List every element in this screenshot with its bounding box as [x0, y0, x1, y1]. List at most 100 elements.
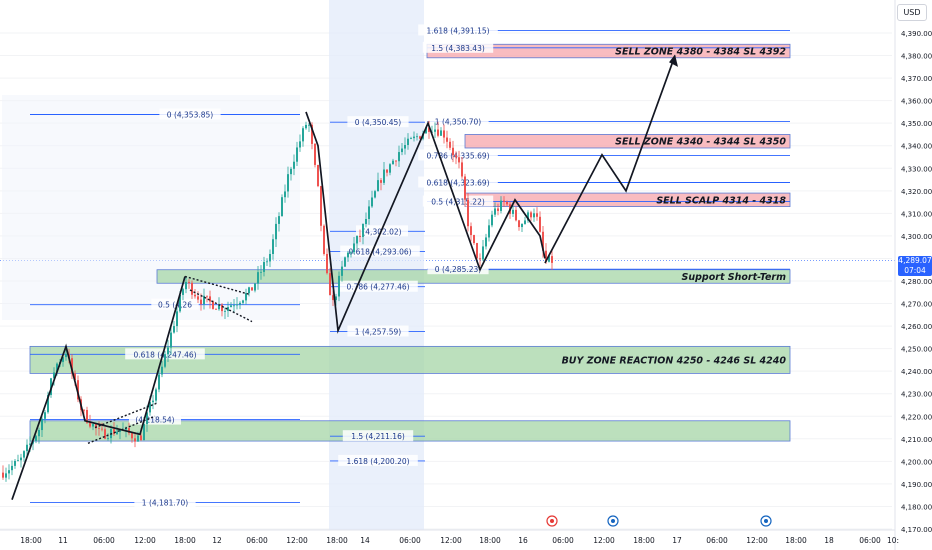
- currency-button[interactable]: USD: [897, 4, 927, 21]
- zone-label-4: Support Short-Term: [682, 272, 787, 283]
- candle-body: [290, 168, 292, 175]
- candle-body: [47, 394, 49, 413]
- candle-body: [44, 412, 46, 419]
- x-tick-label-6: 12: [212, 536, 222, 545]
- candle-body: [89, 422, 91, 427]
- projection-arrowhead: [669, 54, 678, 67]
- candle-body: [407, 138, 409, 146]
- x-tick-label-19: 06:00: [706, 536, 728, 545]
- candle-body: [380, 180, 382, 183]
- candle-body: [401, 148, 403, 153]
- candle-body: [524, 220, 526, 224]
- candle-body: [368, 206, 370, 219]
- candle-body: [386, 169, 388, 173]
- candle-body: [35, 436, 37, 441]
- candle-body: [29, 443, 31, 445]
- candle-body: [416, 136, 418, 138]
- candle-body: [266, 261, 268, 263]
- candle-body: [500, 200, 502, 211]
- candle-body: [209, 296, 211, 302]
- candle-body: [149, 402, 151, 413]
- candle-body: [245, 293, 247, 301]
- zone-labels: SELL ZONE 4380 - 4384 SL 4392 SELL ZONE 4…: [562, 47, 787, 367]
- candle-body: [146, 412, 148, 425]
- candle-body: [365, 218, 367, 225]
- candle-body: [320, 186, 322, 226]
- candle-body: [167, 347, 169, 355]
- candle-body: [308, 124, 310, 126]
- candle-body: [62, 357, 64, 362]
- candle-body: [344, 257, 346, 267]
- time-axis[interactable]: 18:00 11 06:00 12:00 18:00 12 06:00 12:00 18:00 1…: [0, 529, 899, 545]
- candle-body: [128, 427, 130, 434]
- candle-body: [443, 130, 445, 138]
- fib-label-12: 1.618 (4,200.20): [346, 457, 409, 466]
- candle-body: [77, 380, 79, 400]
- candle-body: [257, 272, 259, 284]
- candle-body: [428, 127, 430, 132]
- fib-label-bg: [422, 41, 494, 53]
- candle-body: [335, 296, 337, 301]
- candle-body: [506, 201, 508, 205]
- x-tick-label-4: 12:00: [134, 536, 156, 545]
- y-tick-label-10: 4,300.00: [901, 233, 932, 241]
- y-tick-label-16: 4,240.00: [901, 368, 932, 376]
- x-tick-label-14: 16: [518, 536, 528, 545]
- candle-body: [545, 250, 547, 262]
- x-tick-label-16: 12:00: [593, 536, 615, 545]
- candle-body: [323, 225, 325, 254]
- candle-body: [461, 162, 463, 177]
- zone-label-5: BUY ZONE REACTION 4250 - 4246 SL 4240: [562, 355, 787, 366]
- candle-body: [158, 374, 160, 390]
- candle-body: [434, 129, 436, 132]
- candle-body: [497, 208, 499, 211]
- flag-bottom: [87, 415, 156, 444]
- x-tick-label-23: 06:00: [859, 536, 881, 545]
- candle-body: [539, 216, 541, 232]
- candle-body: [242, 300, 244, 303]
- current-price-tag: 4,289.07 07:04: [898, 256, 932, 276]
- session-band: [329, 0, 424, 530]
- candle-body: [464, 176, 466, 200]
- candle-body: [467, 199, 469, 227]
- fib-label-bg: [151, 298, 199, 310]
- y-tick-label-3: 4,370.00: [901, 75, 932, 83]
- session-shading: [2, 0, 424, 530]
- fib-label-9: 0.786 (4,277.46): [346, 283, 409, 292]
- y-tick-label-1: 4,390.00: [901, 30, 932, 38]
- y-tick-label-18: 4,220.00: [901, 413, 932, 421]
- candle-body: [14, 460, 16, 466]
- candle-body: [98, 428, 100, 430]
- x-tick-label-10: 14: [360, 536, 370, 545]
- candle-body: [347, 252, 349, 258]
- event-icon-dot: [611, 519, 615, 523]
- candle-body: [488, 225, 490, 238]
- candle-body: [527, 212, 529, 221]
- candle-body: [17, 460, 19, 462]
- candle-body: [41, 418, 43, 431]
- fib-label-bg: [347, 116, 409, 128]
- candle-body: [95, 424, 97, 429]
- event-icon-dot: [550, 519, 554, 523]
- wave-line-left: [11, 276, 186, 500]
- candle-body: [164, 354, 166, 367]
- candle-body: [395, 160, 397, 162]
- fib-label-bg: [159, 108, 221, 120]
- candle-body: [452, 147, 454, 156]
- fib-label-5: 1 (4,181.70): [142, 499, 188, 508]
- candle-body: [485, 237, 487, 247]
- y-tick-label-12: 4,280.00: [901, 278, 932, 286]
- y-tick-label-17: 4,230.00: [901, 391, 932, 399]
- candle-body: [296, 147, 298, 162]
- event-icons[interactable]: [546, 515, 772, 527]
- candle-body: [551, 256, 553, 263]
- candle-body: [179, 294, 181, 312]
- fib-label-bg: [338, 454, 418, 466]
- zone-label-3: SELL SCALP 4314 - 4318: [656, 195, 786, 206]
- fib-label-18: 0.5 (4,315.22): [431, 198, 485, 207]
- fib-label-bg: [418, 149, 498, 161]
- candle-body: [299, 141, 301, 148]
- x-tick-label-21: 18:00: [785, 536, 807, 545]
- candle-body: [482, 246, 484, 260]
